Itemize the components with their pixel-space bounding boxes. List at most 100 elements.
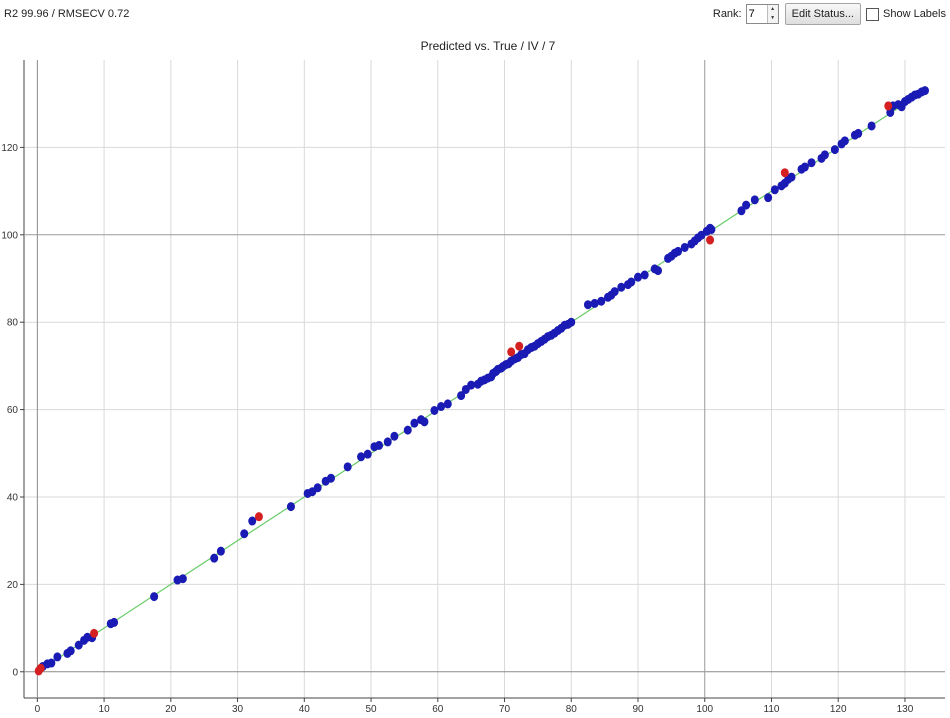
show-labels-label[interactable]: Show Labels <box>883 8 946 20</box>
data-point <box>327 473 335 483</box>
data-point <box>800 162 809 172</box>
chart-title: Predicted vs. True / IV / 7 <box>421 39 556 53</box>
data-point <box>363 449 372 459</box>
x-tick-label: 110 <box>764 704 780 715</box>
x-tick-label: 80 <box>566 704 578 715</box>
data-point <box>640 270 649 280</box>
outlier-point <box>884 101 893 111</box>
data-point <box>150 592 159 602</box>
data-point <box>737 206 746 216</box>
data-point <box>674 246 683 256</box>
outlier-point <box>254 512 263 522</box>
data-point <box>248 516 257 526</box>
x-tick-label: 20 <box>165 704 177 715</box>
outlier-point <box>780 168 789 178</box>
data-point <box>654 266 663 276</box>
x-tick-label: 130 <box>897 704 914 715</box>
y-tick-label: 100 <box>1 230 18 241</box>
data-point <box>807 158 816 168</box>
data-point <box>216 546 225 556</box>
data-point <box>707 225 716 235</box>
y-tick-label: 0 <box>12 667 18 678</box>
data-point <box>343 462 352 472</box>
rank-spinbox[interactable]: ▲ ▼ <box>745 4 779 24</box>
y-tick-label: 80 <box>7 318 19 329</box>
data-point <box>403 425 412 435</box>
axes <box>20 60 945 702</box>
data-point <box>383 437 392 447</box>
rank-input[interactable] <box>746 5 767 23</box>
show-labels-checkbox[interactable] <box>866 7 879 21</box>
data-point <box>210 553 219 563</box>
data-point <box>583 300 592 310</box>
data-point <box>680 242 689 252</box>
edit-status-button[interactable]: Edit Status... <box>784 3 861 25</box>
x-tick-label: 0 <box>35 704 41 715</box>
x-tick-label: 100 <box>696 704 713 715</box>
data-points <box>34 86 929 676</box>
data-point <box>820 150 829 160</box>
x-tick-label: 40 <box>299 704 311 715</box>
x-tick-label: 60 <box>432 704 444 715</box>
data-point <box>920 86 929 96</box>
x-tick-label: 10 <box>99 704 111 715</box>
rank-label: Rank: <box>712 8 742 20</box>
x-tick-label: 120 <box>830 704 847 715</box>
rank-spinbox-arrows[interactable]: ▲ ▼ <box>766 5 778 23</box>
chart-toolbar: Rank: ▲ ▼ Edit Status... Show Labels <box>713 3 946 25</box>
data-point <box>764 193 773 203</box>
data-point <box>590 298 599 308</box>
data-point <box>110 617 119 627</box>
data-point <box>420 417 429 427</box>
data-point <box>410 418 419 428</box>
data-point <box>457 391 466 401</box>
data-point <box>313 483 322 493</box>
data-point <box>610 287 619 297</box>
y-tick-label: 40 <box>7 492 19 503</box>
data-point <box>597 296 606 306</box>
data-point <box>770 185 779 195</box>
x-tick-label: 30 <box>232 704 244 715</box>
outlier-point <box>515 341 524 351</box>
x-tick-label: 50 <box>365 704 377 715</box>
y-tick-label: 20 <box>7 580 19 591</box>
spin-up-icon[interactable]: ▲ <box>770 6 776 12</box>
grid-lines <box>24 60 945 698</box>
data-point <box>627 277 636 287</box>
data-point <box>830 145 839 155</box>
data-point <box>178 574 187 584</box>
data-point <box>47 658 56 668</box>
data-point <box>567 317 576 327</box>
data-point <box>437 402 446 412</box>
data-point <box>430 405 439 415</box>
data-point <box>617 282 626 292</box>
stats-text: R2 99.96 / RMSECV 0.72 <box>4 8 130 20</box>
data-point <box>854 128 863 138</box>
y-tick-label: 120 <box>1 143 18 154</box>
outlier-point <box>36 663 45 673</box>
data-point <box>390 431 399 441</box>
data-point <box>286 502 295 512</box>
y-tick-label: 60 <box>7 405 19 416</box>
data-point <box>634 272 642 282</box>
data-point <box>840 136 849 146</box>
data-point <box>74 640 83 650</box>
outlier-point <box>90 628 99 638</box>
data-point <box>357 452 366 462</box>
data-point <box>467 380 476 390</box>
x-tick-label: 70 <box>499 704 511 715</box>
spin-down-icon[interactable]: ▼ <box>770 15 776 21</box>
data-point <box>750 195 759 205</box>
data-point <box>375 440 384 450</box>
outlier-point <box>507 347 516 357</box>
data-point <box>66 646 75 656</box>
x-tick-label: 90 <box>632 704 644 715</box>
data-point <box>240 529 249 539</box>
outlier-point <box>706 235 715 245</box>
data-point <box>742 200 751 210</box>
data-point <box>443 399 452 409</box>
tick-labels: 0 10 20 30 40 50 60 70 80 90 100 110 120 130 0 20 40 60 80… <box>1 143 913 715</box>
data-point <box>53 652 62 662</box>
data-point <box>867 121 876 131</box>
